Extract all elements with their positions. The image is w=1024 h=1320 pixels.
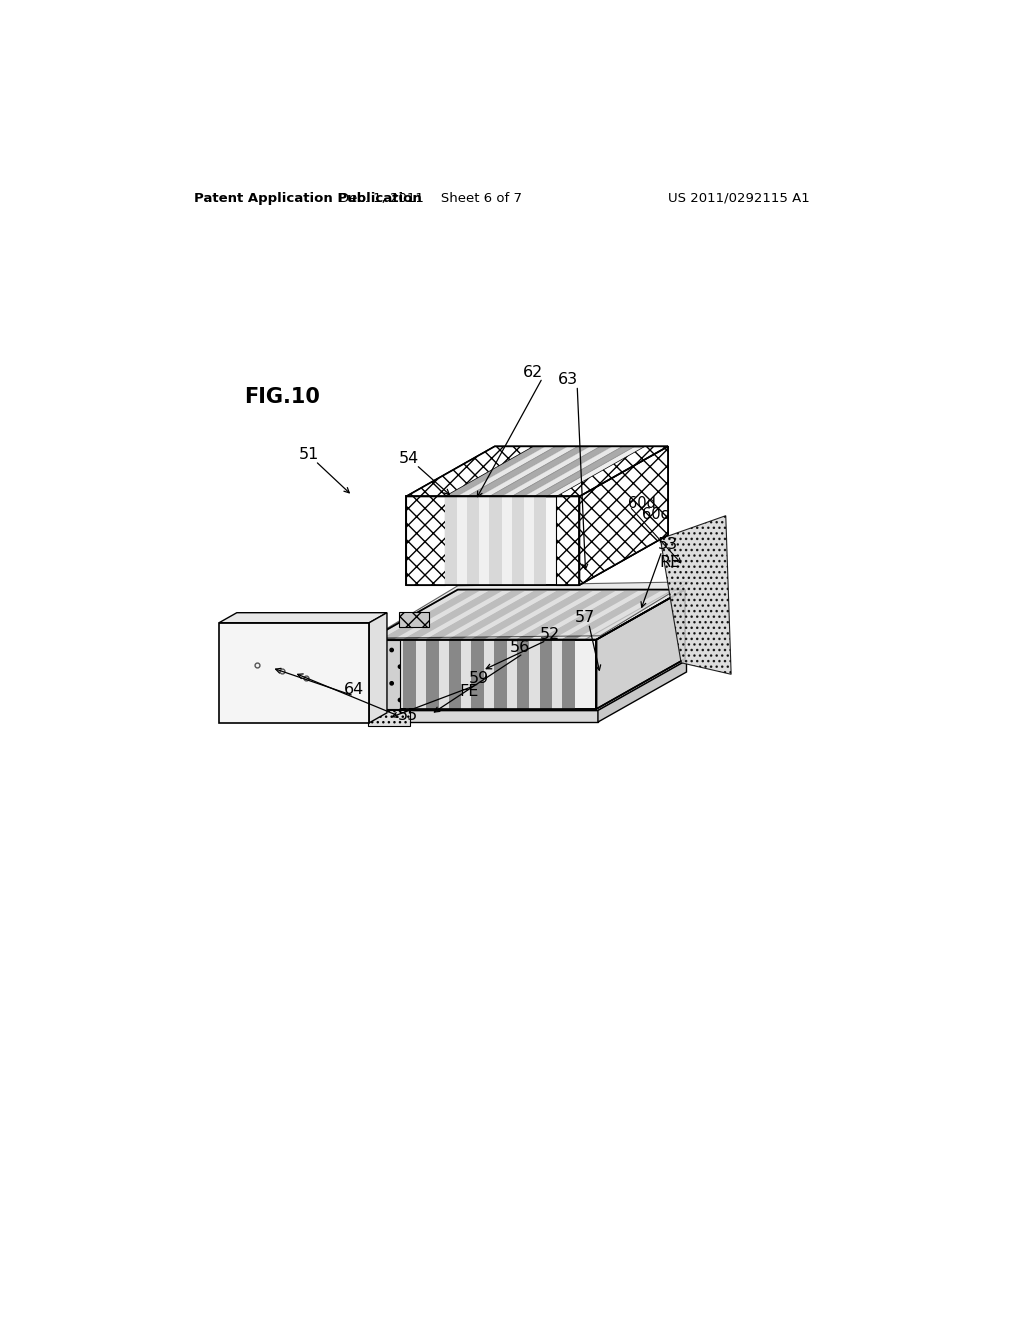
Polygon shape — [517, 640, 529, 709]
Polygon shape — [471, 590, 572, 640]
Polygon shape — [479, 496, 489, 585]
Polygon shape — [457, 446, 556, 496]
Polygon shape — [407, 446, 534, 496]
Polygon shape — [552, 640, 562, 709]
Polygon shape — [556, 496, 580, 585]
Polygon shape — [398, 612, 429, 627]
Polygon shape — [438, 640, 449, 709]
Text: 60c: 60c — [642, 507, 669, 521]
Polygon shape — [370, 612, 387, 723]
Text: 60d: 60d — [628, 496, 655, 511]
Polygon shape — [219, 612, 387, 623]
Text: 51: 51 — [299, 447, 319, 462]
Polygon shape — [484, 640, 495, 709]
Text: Patent Application Publication: Patent Application Publication — [194, 191, 422, 205]
Polygon shape — [529, 640, 540, 709]
Polygon shape — [449, 590, 550, 640]
Polygon shape — [467, 446, 568, 496]
Text: FIG.10: FIG.10 — [245, 387, 321, 407]
Polygon shape — [370, 640, 596, 709]
Polygon shape — [540, 590, 641, 640]
Polygon shape — [580, 446, 668, 585]
Polygon shape — [535, 446, 635, 496]
Polygon shape — [556, 446, 668, 496]
Polygon shape — [368, 710, 598, 722]
Text: 63: 63 — [558, 372, 578, 387]
Polygon shape — [449, 640, 461, 709]
Polygon shape — [381, 590, 482, 640]
Polygon shape — [524, 446, 623, 496]
Text: US 2011/0292115 A1: US 2011/0292115 A1 — [668, 191, 810, 205]
Text: Dec. 1, 2011    Sheet 6 of 7: Dec. 1, 2011 Sheet 6 of 7 — [339, 191, 522, 205]
Text: 59: 59 — [469, 672, 489, 686]
Polygon shape — [407, 496, 444, 585]
Polygon shape — [407, 446, 668, 496]
Polygon shape — [512, 496, 524, 585]
Polygon shape — [426, 640, 438, 709]
Text: 54: 54 — [399, 451, 420, 466]
Text: 52: 52 — [540, 627, 560, 642]
Polygon shape — [580, 446, 668, 585]
Polygon shape — [517, 590, 617, 640]
Polygon shape — [444, 446, 546, 496]
Polygon shape — [512, 446, 612, 496]
Polygon shape — [393, 640, 403, 709]
Text: 57: 57 — [574, 610, 595, 624]
Polygon shape — [407, 496, 580, 585]
Text: 55: 55 — [397, 709, 418, 723]
Polygon shape — [461, 640, 471, 709]
Polygon shape — [368, 710, 410, 726]
Text: FE: FE — [460, 684, 479, 698]
Polygon shape — [489, 446, 590, 496]
Polygon shape — [403, 590, 505, 640]
Polygon shape — [660, 516, 731, 675]
Polygon shape — [524, 496, 535, 585]
Polygon shape — [368, 660, 686, 710]
Polygon shape — [502, 496, 512, 585]
Polygon shape — [457, 496, 467, 585]
Text: 62: 62 — [522, 364, 543, 380]
Text: 64: 64 — [344, 682, 364, 697]
Polygon shape — [489, 496, 502, 585]
Polygon shape — [467, 496, 479, 585]
Polygon shape — [598, 660, 686, 722]
Polygon shape — [562, 640, 574, 709]
Polygon shape — [479, 446, 578, 496]
Polygon shape — [370, 640, 400, 709]
Polygon shape — [495, 640, 507, 709]
Polygon shape — [219, 623, 370, 723]
Polygon shape — [562, 590, 664, 640]
Polygon shape — [495, 590, 595, 640]
Polygon shape — [371, 582, 689, 638]
Polygon shape — [381, 640, 393, 709]
Polygon shape — [403, 640, 416, 709]
Polygon shape — [444, 496, 457, 585]
Text: 53: 53 — [658, 537, 678, 553]
Polygon shape — [596, 590, 685, 709]
Polygon shape — [535, 496, 547, 585]
Polygon shape — [507, 640, 517, 709]
Polygon shape — [370, 590, 685, 640]
Polygon shape — [426, 590, 527, 640]
Polygon shape — [416, 640, 426, 709]
Polygon shape — [540, 640, 552, 709]
Text: RE: RE — [658, 556, 680, 570]
Text: 56: 56 — [509, 640, 529, 655]
Polygon shape — [502, 446, 600, 496]
Polygon shape — [471, 640, 484, 709]
